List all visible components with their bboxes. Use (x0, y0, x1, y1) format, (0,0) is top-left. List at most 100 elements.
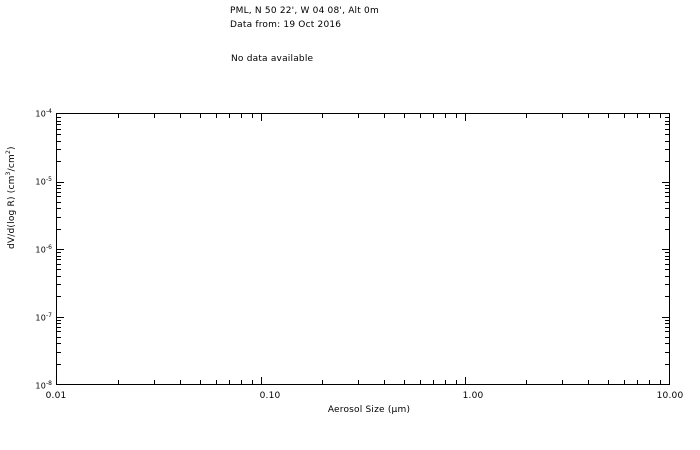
xtick-top (624, 114, 625, 118)
ytick-left (57, 182, 64, 183)
xtick-bottom (660, 380, 661, 384)
xtick-top (229, 114, 230, 118)
xtick-bottom (624, 380, 625, 384)
xtick-bottom (216, 380, 217, 384)
ytick-left (57, 217, 61, 218)
ytick-left (57, 129, 61, 130)
xtick-top (588, 114, 589, 118)
ytick-left (57, 249, 64, 250)
xtick-top (384, 114, 385, 118)
ytick-right (665, 269, 669, 270)
ytick-left (57, 121, 61, 122)
ytick-right (665, 284, 669, 285)
ytick-right (665, 161, 669, 162)
ytick-left (57, 352, 61, 353)
ytick-left (57, 134, 61, 135)
ytick-label-4: 10-8 (35, 380, 52, 391)
xtick-top (637, 114, 638, 118)
ytick-right (665, 202, 669, 203)
xtick-label-2: 1.00 (462, 391, 484, 401)
plot-header: PML, N 50 22', W 04 08', Alt 0m Data fro… (230, 4, 379, 32)
xtick-bottom (384, 380, 385, 384)
ytick-right (662, 182, 669, 183)
ytick-right (662, 317, 669, 318)
ytick-right (665, 320, 669, 321)
xtick-top (404, 114, 405, 118)
ytick-right (665, 185, 669, 186)
ytick-label-0: 10-4 (35, 108, 52, 119)
ytick-right (665, 149, 669, 150)
xtick-top (649, 114, 650, 118)
ytick-left (57, 185, 61, 186)
ytick-left (57, 196, 61, 197)
data-date-line: Data from: 19 Oct 2016 (230, 20, 342, 30)
plot-area (56, 113, 670, 385)
ytick-right (665, 141, 669, 142)
xtick-bottom (252, 380, 253, 384)
xtick-bottom (200, 380, 201, 384)
ytick-left (57, 327, 61, 328)
xtick-top (241, 114, 242, 118)
xtick-top (526, 114, 527, 118)
ytick-left (57, 188, 61, 189)
ytick-right (665, 264, 669, 265)
ytick-left (57, 161, 61, 162)
xtick-top (154, 114, 155, 118)
xtick-top (456, 114, 457, 118)
ytick-right (665, 327, 669, 328)
xtick-top (180, 114, 181, 118)
ytick-right (665, 217, 669, 218)
ytick-left (57, 284, 61, 285)
ytick-right (665, 129, 669, 130)
xtick-bottom (404, 380, 405, 384)
xtick-bottom (608, 380, 609, 384)
ytick-right (665, 117, 669, 118)
ytick-right (665, 256, 669, 257)
xtick-bottom (420, 380, 421, 384)
ytick-right (665, 196, 669, 197)
ytick-right (665, 192, 669, 193)
ytick-right (665, 343, 669, 344)
xtick-bottom (261, 377, 262, 384)
xtick-top (465, 114, 466, 121)
xtick-top (433, 114, 434, 118)
xtick-bottom (562, 380, 563, 384)
ytick-left (57, 296, 61, 297)
ytick-left (57, 192, 61, 193)
xtick-bottom (229, 380, 230, 384)
ytick-left (57, 252, 61, 253)
ytick-right (665, 229, 669, 230)
ytick-label-2: 10-6 (35, 244, 52, 255)
ytick-left (57, 117, 61, 118)
ytick-right (665, 337, 669, 338)
xtick-label-0: 0.01 (45, 391, 67, 401)
xtick-top (420, 114, 421, 118)
ytick-right (665, 124, 669, 125)
xtick-bottom (241, 380, 242, 384)
xtick-top (562, 114, 563, 118)
xtick-bottom (445, 380, 446, 384)
ytick-left (57, 320, 61, 321)
ytick-right (662, 249, 669, 250)
ytick-left (57, 331, 61, 332)
xtick-bottom (358, 380, 359, 384)
ytick-label-1: 10-5 (35, 176, 52, 187)
xtick-bottom (465, 377, 466, 384)
ytick-left (57, 141, 61, 142)
xtick-top (252, 114, 253, 118)
ytick-label-3: 10-7 (35, 312, 52, 323)
ytick-right (665, 296, 669, 297)
ytick-right (665, 208, 669, 209)
ytick-right (665, 352, 669, 353)
ytick-left (57, 208, 61, 209)
xtick-bottom (526, 380, 527, 384)
xtick-top (261, 114, 262, 121)
ytick-left (57, 337, 61, 338)
ytick-right (665, 188, 669, 189)
ytick-left (57, 323, 61, 324)
ytick-left (57, 229, 61, 230)
ytick-right (665, 134, 669, 135)
no-data-message: No data available (231, 54, 314, 64)
xtick-bottom (118, 380, 119, 384)
